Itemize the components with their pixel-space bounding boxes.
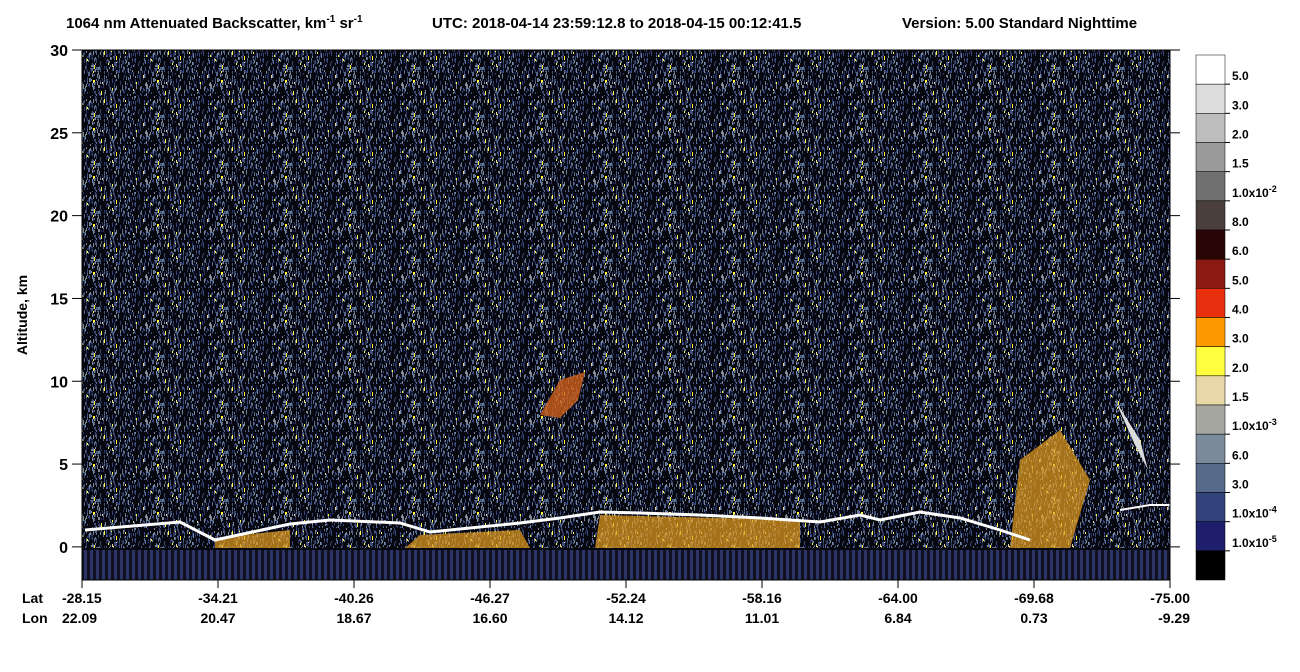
colorbar-label: 1.0x10-2 xyxy=(1232,184,1277,200)
colorbar-label: 3.0 xyxy=(1232,332,1249,346)
colorbar-label: 1.0x10-5 xyxy=(1232,534,1277,550)
colorbar-label: 3.0 xyxy=(1232,98,1249,112)
colorbar-swatch xyxy=(1195,375,1226,406)
colorbar-label-base: 2.0 xyxy=(1232,128,1249,142)
colorbar-swatch xyxy=(1195,54,1226,85)
y-tick-label: 25 xyxy=(50,126,68,143)
colorbar-swatch xyxy=(1195,83,1226,114)
colorbar-swatch xyxy=(1195,492,1226,522)
x-tick-label: 14.12 xyxy=(608,610,643,626)
title-sup: -1 xyxy=(326,14,335,25)
colorbar-swatch xyxy=(1195,200,1226,231)
x-tick-label: 20.47 xyxy=(200,610,235,626)
x-tick-label: -58.16 xyxy=(742,590,782,606)
colorbar-label: 6.0 xyxy=(1232,244,1249,258)
x-tick-label: -52.24 xyxy=(606,590,646,606)
colorbar-label: 6.0 xyxy=(1232,448,1249,462)
colorbar-swatch xyxy=(1195,433,1226,464)
colorbar-label: 3.0 xyxy=(1232,478,1249,492)
version: Version: 5.00 Standard Nighttime xyxy=(902,15,1137,32)
x-tick-label: 11.01 xyxy=(745,610,779,626)
colorbar-label-exp: -3 xyxy=(1269,417,1277,427)
colorbar-swatch xyxy=(1195,171,1226,202)
x-tick-label: -75.00 xyxy=(1150,590,1190,606)
y-tick-label: 0 xyxy=(59,540,68,557)
colorbar-label-exp: -5 xyxy=(1269,534,1277,544)
y-tick-label: 30 xyxy=(50,43,68,60)
x-tick-label: 22.09 xyxy=(62,610,97,626)
colorbar-label-base: 6.0 xyxy=(1232,448,1249,462)
y-tick-label: 5 xyxy=(59,457,68,474)
colorbar-label: 1.0x10-3 xyxy=(1232,417,1277,433)
colorbar-label-base: 1.5 xyxy=(1232,157,1249,171)
colorbar-label-base: 4.0 xyxy=(1232,303,1249,317)
y-axis-label: Altitude, km xyxy=(14,275,30,355)
colorbar-label-base: 1.0x10 xyxy=(1232,186,1269,200)
title: 1064 nm Attenuated Backscatter, km-1 sr-… xyxy=(66,14,1137,32)
colorbar-label: 2.0 xyxy=(1232,361,1249,375)
colorbar-label-base: 1.0x10 xyxy=(1232,507,1269,521)
title-text: 1064 nm Attenuated Backscatter, km xyxy=(66,15,326,32)
colorbar-label-base: 1.0x10 xyxy=(1232,536,1269,550)
colorbar-label-base: 3.0 xyxy=(1232,332,1249,346)
colorbar-label: 1.5 xyxy=(1232,390,1249,404)
colorbar-label-base: 5.0 xyxy=(1232,273,1249,287)
noise-texture xyxy=(82,50,1170,548)
x-tick-label: 16.60 xyxy=(472,610,507,626)
colorbar-swatch xyxy=(1195,258,1226,289)
x-tick-label: -40.26 xyxy=(334,590,374,606)
utc: UTC: 2018-04-14 23:59:12.8 to 2018-04-15… xyxy=(432,15,801,32)
colorbar-swatch xyxy=(1195,288,1226,318)
colorbar-label-base: 1.5 xyxy=(1232,390,1249,404)
x-tick-label: 0.73 xyxy=(1020,610,1047,626)
colorbar-swatch xyxy=(1195,317,1226,347)
x-tick-label: -64.00 xyxy=(878,590,918,606)
colorbar-swatch xyxy=(1195,346,1226,377)
colorbar-swatch xyxy=(1195,463,1226,493)
colorbar-label-base: 3.0 xyxy=(1232,478,1249,492)
colorbar-swatch xyxy=(1195,229,1226,260)
colorbar-swatch xyxy=(1195,142,1226,172)
colorbar-label: 5.0 xyxy=(1232,69,1249,83)
colorbar-label-base: 1.0x10 xyxy=(1232,419,1269,433)
x-tick-label: -9.29 xyxy=(1158,610,1190,626)
colorbar-label-base: 8.0 xyxy=(1232,215,1249,229)
x-row-label: Lat xyxy=(22,590,43,606)
colorbar-label: 5.0 xyxy=(1232,273,1249,287)
x-tick-label: 18.67 xyxy=(336,610,371,626)
x-tick-label: -34.21 xyxy=(198,590,238,606)
y-tick-label: 15 xyxy=(50,291,68,308)
features xyxy=(84,372,1170,548)
colorbar-label-base: 2.0 xyxy=(1232,361,1249,375)
subsurface xyxy=(82,550,1170,580)
x-tick-label: -46.27 xyxy=(470,590,510,606)
colorbar-swatch xyxy=(1195,404,1226,435)
colorbar-swatch xyxy=(1195,521,1226,552)
title-text: sr xyxy=(335,15,354,32)
colorbar-label-base: 5.0 xyxy=(1232,69,1249,83)
colorbar-swatch xyxy=(1195,113,1226,143)
colorbar-label-base: 6.0 xyxy=(1232,244,1249,258)
colorbar-swatch xyxy=(1195,550,1226,581)
colorbar-label-exp: -4 xyxy=(1269,505,1277,515)
colorbar-label: 1.5 xyxy=(1232,157,1249,171)
x-row-label: Lon xyxy=(22,610,48,626)
x-tick-label: -28.15 xyxy=(62,590,102,606)
colorbar-label: 4.0 xyxy=(1232,303,1249,317)
colorbar-label: 1.0x10-4 xyxy=(1232,505,1277,521)
y-tick-label: 10 xyxy=(50,374,68,391)
colorbar-label: 8.0 xyxy=(1232,215,1249,229)
colorbar-label-base: 3.0 xyxy=(1232,98,1249,112)
colorbar-label: 2.0 xyxy=(1232,128,1249,142)
colorbar-label-exp: -2 xyxy=(1269,184,1277,194)
svg-text:1064 nm Attenuated Backscatter: 1064 nm Attenuated Backscatter, km-1 sr-… xyxy=(66,14,363,32)
x-tick-label: -69.68 xyxy=(1014,590,1054,606)
x-tick-label: 6.84 xyxy=(884,610,911,626)
y-tick-label: 20 xyxy=(50,209,68,226)
title-sup: -1 xyxy=(354,14,363,25)
